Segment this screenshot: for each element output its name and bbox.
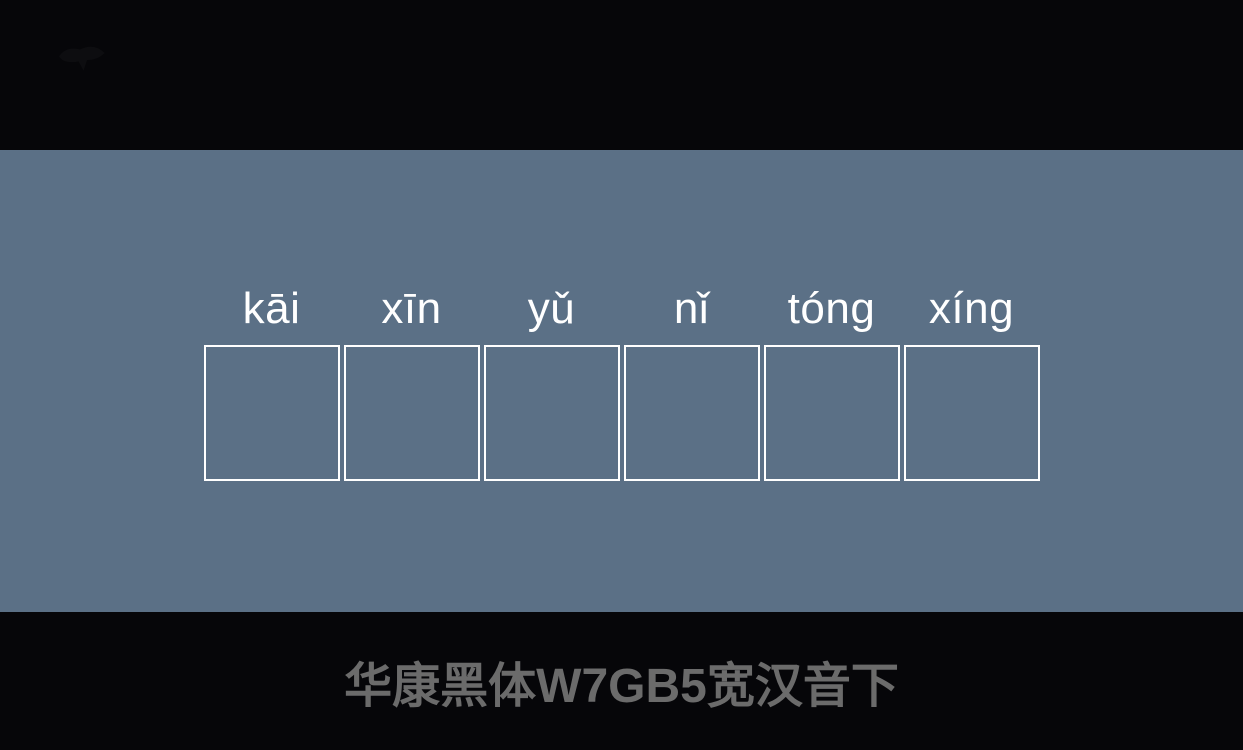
bird-icon	[45, 25, 115, 100]
character-box	[204, 345, 340, 481]
pinyin-label: yǔ	[528, 281, 575, 337]
pinyin-cell: tóng	[762, 281, 902, 481]
font-sample-panel: kāi xīn yǔ nǐ tóng xíng	[0, 150, 1243, 612]
pinyin-label: nǐ	[674, 281, 709, 337]
pinyin-cell: xíng	[902, 281, 1042, 481]
character-box	[624, 345, 760, 481]
pinyin-cell: xīn	[342, 281, 482, 481]
bottom-bar: 华康黑体W7GB5宽汉音下	[0, 612, 1243, 750]
font-name-label: 华康黑体W7GB5宽汉音下	[344, 646, 899, 716]
pinyin-label: kāi	[243, 281, 301, 337]
character-box	[764, 345, 900, 481]
character-box	[344, 345, 480, 481]
top-bar	[0, 0, 1243, 150]
pinyin-cell: kāi	[202, 281, 342, 481]
character-box	[484, 345, 620, 481]
character-box	[904, 345, 1040, 481]
pinyin-grid: kāi xīn yǔ nǐ tóng xíng	[202, 281, 1042, 481]
pinyin-label: xíng	[929, 281, 1014, 337]
pinyin-cell: yǔ	[482, 281, 622, 481]
pinyin-label: xīn	[381, 281, 441, 337]
pinyin-label: tóng	[788, 281, 876, 337]
pinyin-cell: nǐ	[622, 281, 762, 481]
